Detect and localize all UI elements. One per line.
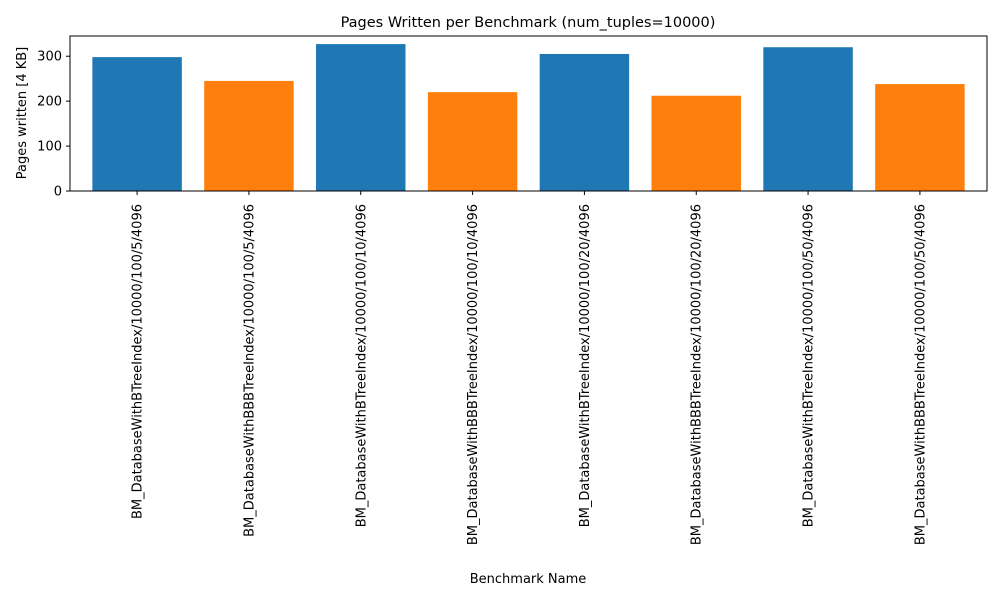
x-tick-label: BM_DatabaseWithBTreeIndex/10000/100/20/4… <box>578 204 593 527</box>
y-axis-label: Pages written [4 KB] <box>15 47 30 180</box>
y-tick-label: 0 <box>54 185 62 200</box>
x-axis-label: Benchmark Name <box>470 572 587 587</box>
x-tick-label: BM_DatabaseWithBBBTreeIndex/10000/100/10… <box>466 204 481 545</box>
bar <box>92 57 182 192</box>
bar <box>539 53 630 191</box>
bar <box>651 95 741 191</box>
plot-frame <box>69 35 988 192</box>
bar <box>763 47 853 192</box>
bar <box>204 80 294 191</box>
x-tick-label: BM_DatabaseWithBTreeIndex/10000/100/10/4… <box>354 204 369 527</box>
x-tick-label: BM_DatabaseWithBBBTreeIndex/10000/100/5/… <box>242 204 257 537</box>
y-tick-label: 200 <box>37 95 62 110</box>
chart-title: Pages Written per Benchmark (num_tuples=… <box>341 15 716 31</box>
bar <box>427 92 518 191</box>
x-tick-label: BM_DatabaseWithBTreeIndex/10000/100/5/40… <box>131 204 146 519</box>
y-tick-label: 300 <box>37 50 62 65</box>
bar <box>875 84 965 191</box>
y-tick-label: 100 <box>37 140 62 155</box>
plot-area: 0 100 200 300 BM_DatabaseWithBTreeIndex/1000… <box>37 35 988 545</box>
x-tick-label: BM_DatabaseWithBBBTreeIndex/10000/100/20… <box>690 204 705 545</box>
x-tick-label: BM_DatabaseWithBTreeIndex/10000/100/50/4… <box>802 204 817 527</box>
bar <box>316 44 406 192</box>
x-tick-label: BM_DatabaseWithBBBTreeIndex/10000/100/50… <box>913 204 928 545</box>
